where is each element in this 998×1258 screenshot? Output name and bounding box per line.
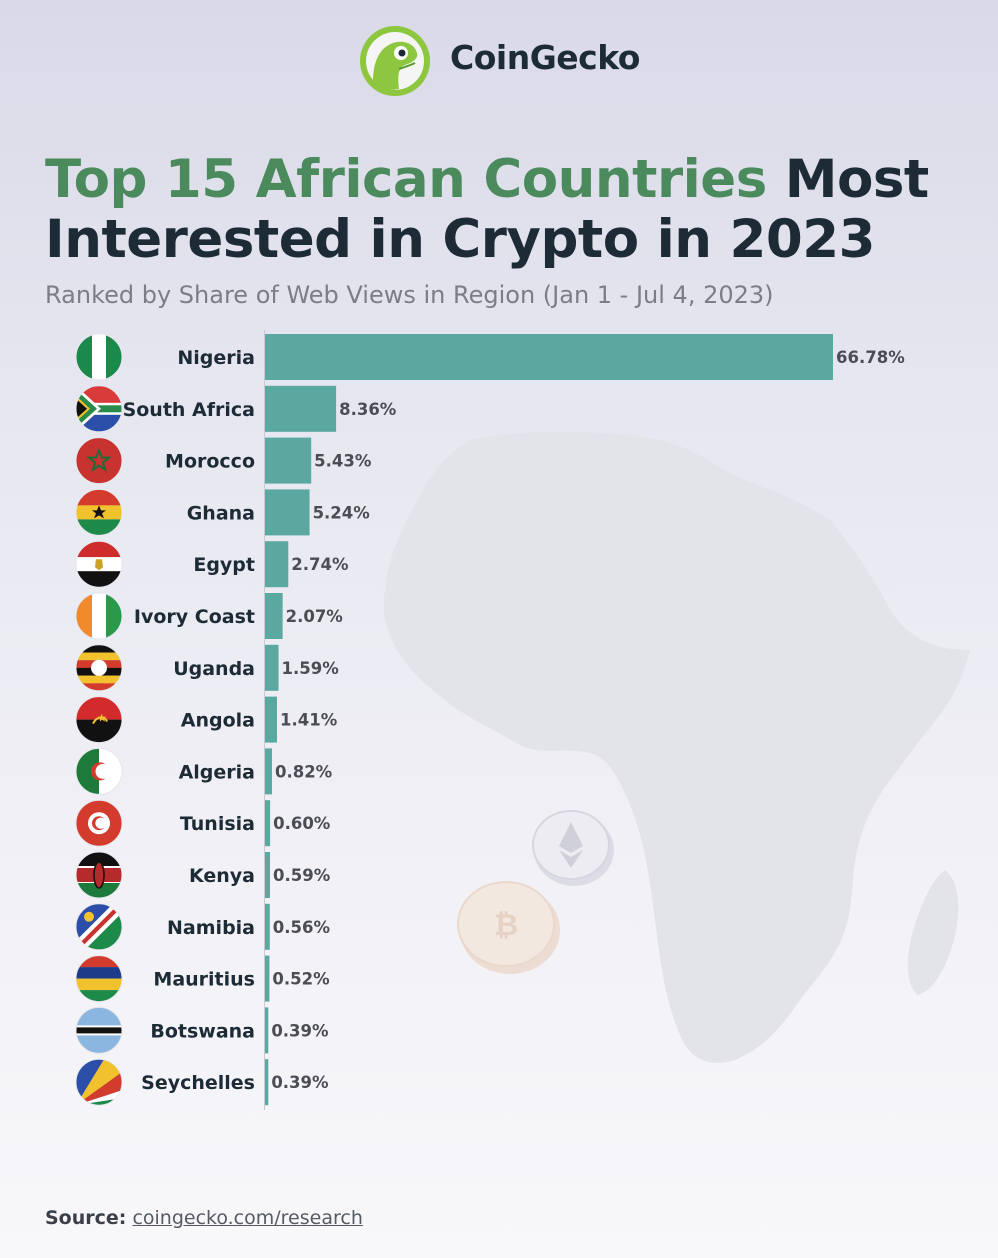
botswana-flag-icon [75, 1006, 123, 1054]
value-label: 0.39% [271, 1021, 329, 1040]
value-label: 1.41% [280, 711, 338, 730]
svg-text:₿: ₿ [494, 908, 518, 943]
value-label: 0.59% [273, 866, 331, 885]
chart-subtitle: Ranked by Share of Web Views in Region (… [45, 281, 774, 309]
bar [265, 385, 337, 432]
uganda-flag-icon [75, 644, 123, 692]
country-label: Namibia [167, 917, 255, 939]
bar [265, 1059, 269, 1106]
country-label: Tunisia [180, 813, 255, 835]
seychelles-flag-icon [75, 1058, 123, 1106]
value-label: 0.39% [271, 1073, 329, 1092]
bar [265, 852, 271, 898]
bar [265, 489, 310, 536]
bar [265, 334, 833, 380]
country-label: Seychelles [141, 1072, 255, 1094]
country-label: Morocco [165, 451, 255, 473]
country-label: Mauritius [153, 969, 255, 991]
egypt-flag-icon [75, 540, 123, 588]
country-label: Kenya [189, 865, 255, 887]
source-link[interactable]: coingecko.com/research [132, 1207, 363, 1229]
source-line: Source: coingecko.com/research [45, 1207, 363, 1229]
value-label: 0.52% [272, 970, 330, 989]
bar [265, 593, 283, 639]
bar [265, 696, 277, 743]
flags-group [75, 333, 123, 1106]
bar [265, 903, 270, 950]
country-label: Egypt [193, 554, 255, 576]
bitcoin-coin-icon: ₿ [457, 881, 560, 974]
country-label: South Africa [123, 399, 255, 421]
bar [265, 800, 271, 847]
country-labels: Nigeria South Africa Morocco Ghana Egypt Ivor… [123, 347, 255, 1094]
country-label: Uganda [173, 658, 255, 680]
madagascar-silhouette [907, 870, 959, 995]
country-label: Ivory Coast [134, 606, 255, 628]
value-label: 5.43% [314, 452, 372, 471]
value-label: 2.07% [286, 607, 344, 626]
coingecko-logo-icon [360, 26, 430, 96]
algeria-flag-icon [75, 747, 123, 795]
bar [265, 541, 289, 588]
country-label: Botswana [150, 1020, 255, 1042]
ethereum-coin-icon [532, 810, 614, 886]
value-label: 0.60% [273, 814, 331, 833]
bar [265, 437, 312, 484]
mauritius-flag-icon [75, 955, 123, 1003]
south-africa-flag-icon [75, 385, 123, 433]
bar [265, 1007, 269, 1054]
country-label: Ghana [187, 502, 255, 524]
value-label: 0.82% [275, 762, 333, 781]
value-label: 2.74% [291, 555, 349, 574]
value-label: 66.78% [836, 348, 905, 367]
header: CoinGecko [0, 0, 998, 110]
bar [265, 748, 272, 795]
nigeria-flag-icon [75, 333, 123, 381]
tunisia-flag-icon [75, 799, 123, 847]
ivory-coast-flag-icon [75, 592, 123, 640]
africa-map-silhouette [384, 431, 971, 1063]
value-labels: 66.78% 8.36% 5.43% 5.24% 2.74% 2.07% 1.59% 1.41… [271, 348, 905, 1092]
chart-title: Top 15 African Countries Most Interested… [45, 150, 965, 270]
country-label: Algeria [179, 761, 255, 783]
title-highlight: Top 15 African Countries [45, 149, 767, 210]
angola-flag-icon [75, 696, 123, 744]
value-label: 1.59% [282, 659, 340, 678]
brand-name: CoinGecko [450, 38, 640, 77]
ghana-flag-icon [75, 488, 123, 536]
country-label: Angola [181, 710, 255, 732]
bar [265, 955, 270, 1002]
value-label: 5.24% [313, 503, 371, 522]
source-label: Source: [45, 1207, 127, 1229]
title-rest: Most Interested in Crypto in 2023 [45, 149, 929, 270]
value-label: 8.36% [339, 400, 397, 419]
bars-group [265, 334, 833, 1106]
value-label: 0.56% [273, 918, 331, 937]
bar [265, 644, 279, 691]
namibia-flag-icon [75, 903, 123, 951]
morocco-flag-icon [75, 437, 123, 485]
country-label: Nigeria [177, 347, 255, 369]
kenya-flag-icon [75, 851, 123, 899]
